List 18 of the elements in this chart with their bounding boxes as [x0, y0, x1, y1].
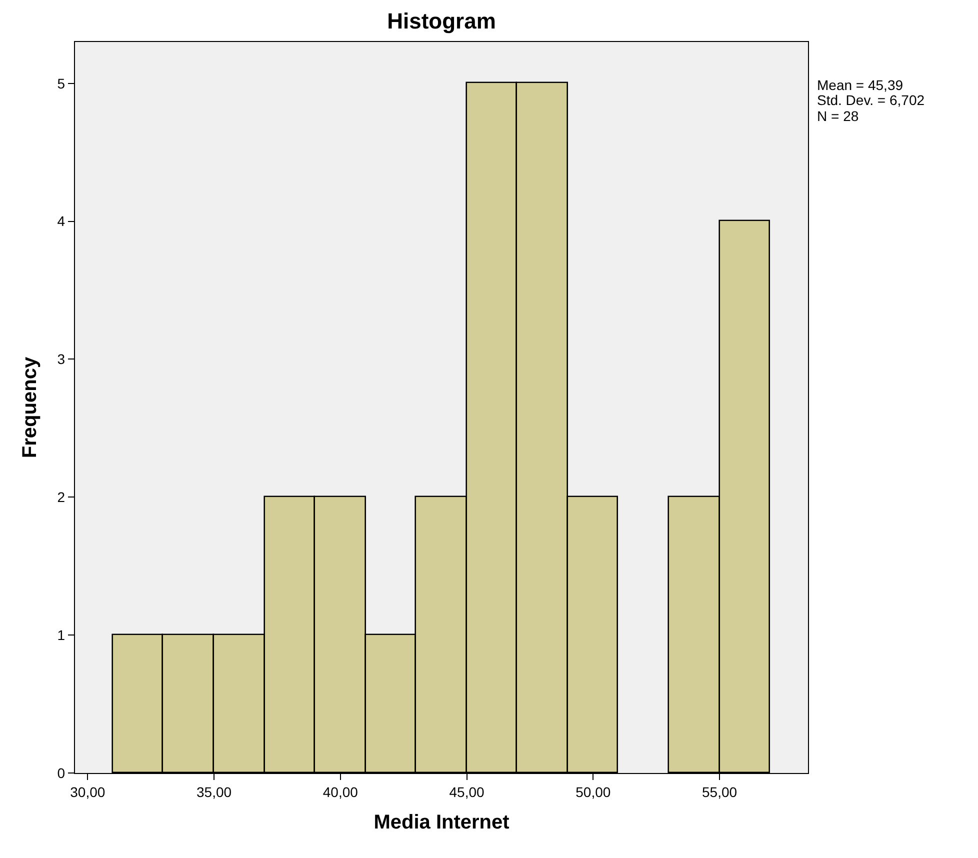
text: Std. Dev. = 6,702 [817, 92, 925, 108]
x-tick-label: 45,00 [449, 784, 485, 800]
y-tick-label: 2 [57, 489, 66, 506]
x-tick-label: 35,00 [196, 784, 232, 800]
x-tick-label: 30,00 [70, 784, 106, 800]
text: N = 28 [817, 108, 859, 124]
x-tick-label: 55,00 [702, 784, 738, 800]
y-tick-label: 1 [57, 626, 66, 643]
chart-title: Histogram [387, 8, 496, 34]
x-axis-title: Media Internet [374, 811, 510, 834]
y-tick-label: 4 [57, 213, 66, 230]
x-tick-label: 50,00 [576, 784, 611, 800]
y-axis-title: Frequency [18, 356, 41, 458]
text: Mean = 45,39 [817, 77, 904, 93]
y-tick-label: 0 [57, 764, 66, 781]
y-tick-label: 3 [57, 351, 66, 368]
y-tick-label: 5 [57, 75, 66, 92]
x-tick-label: 40,00 [322, 784, 358, 800]
